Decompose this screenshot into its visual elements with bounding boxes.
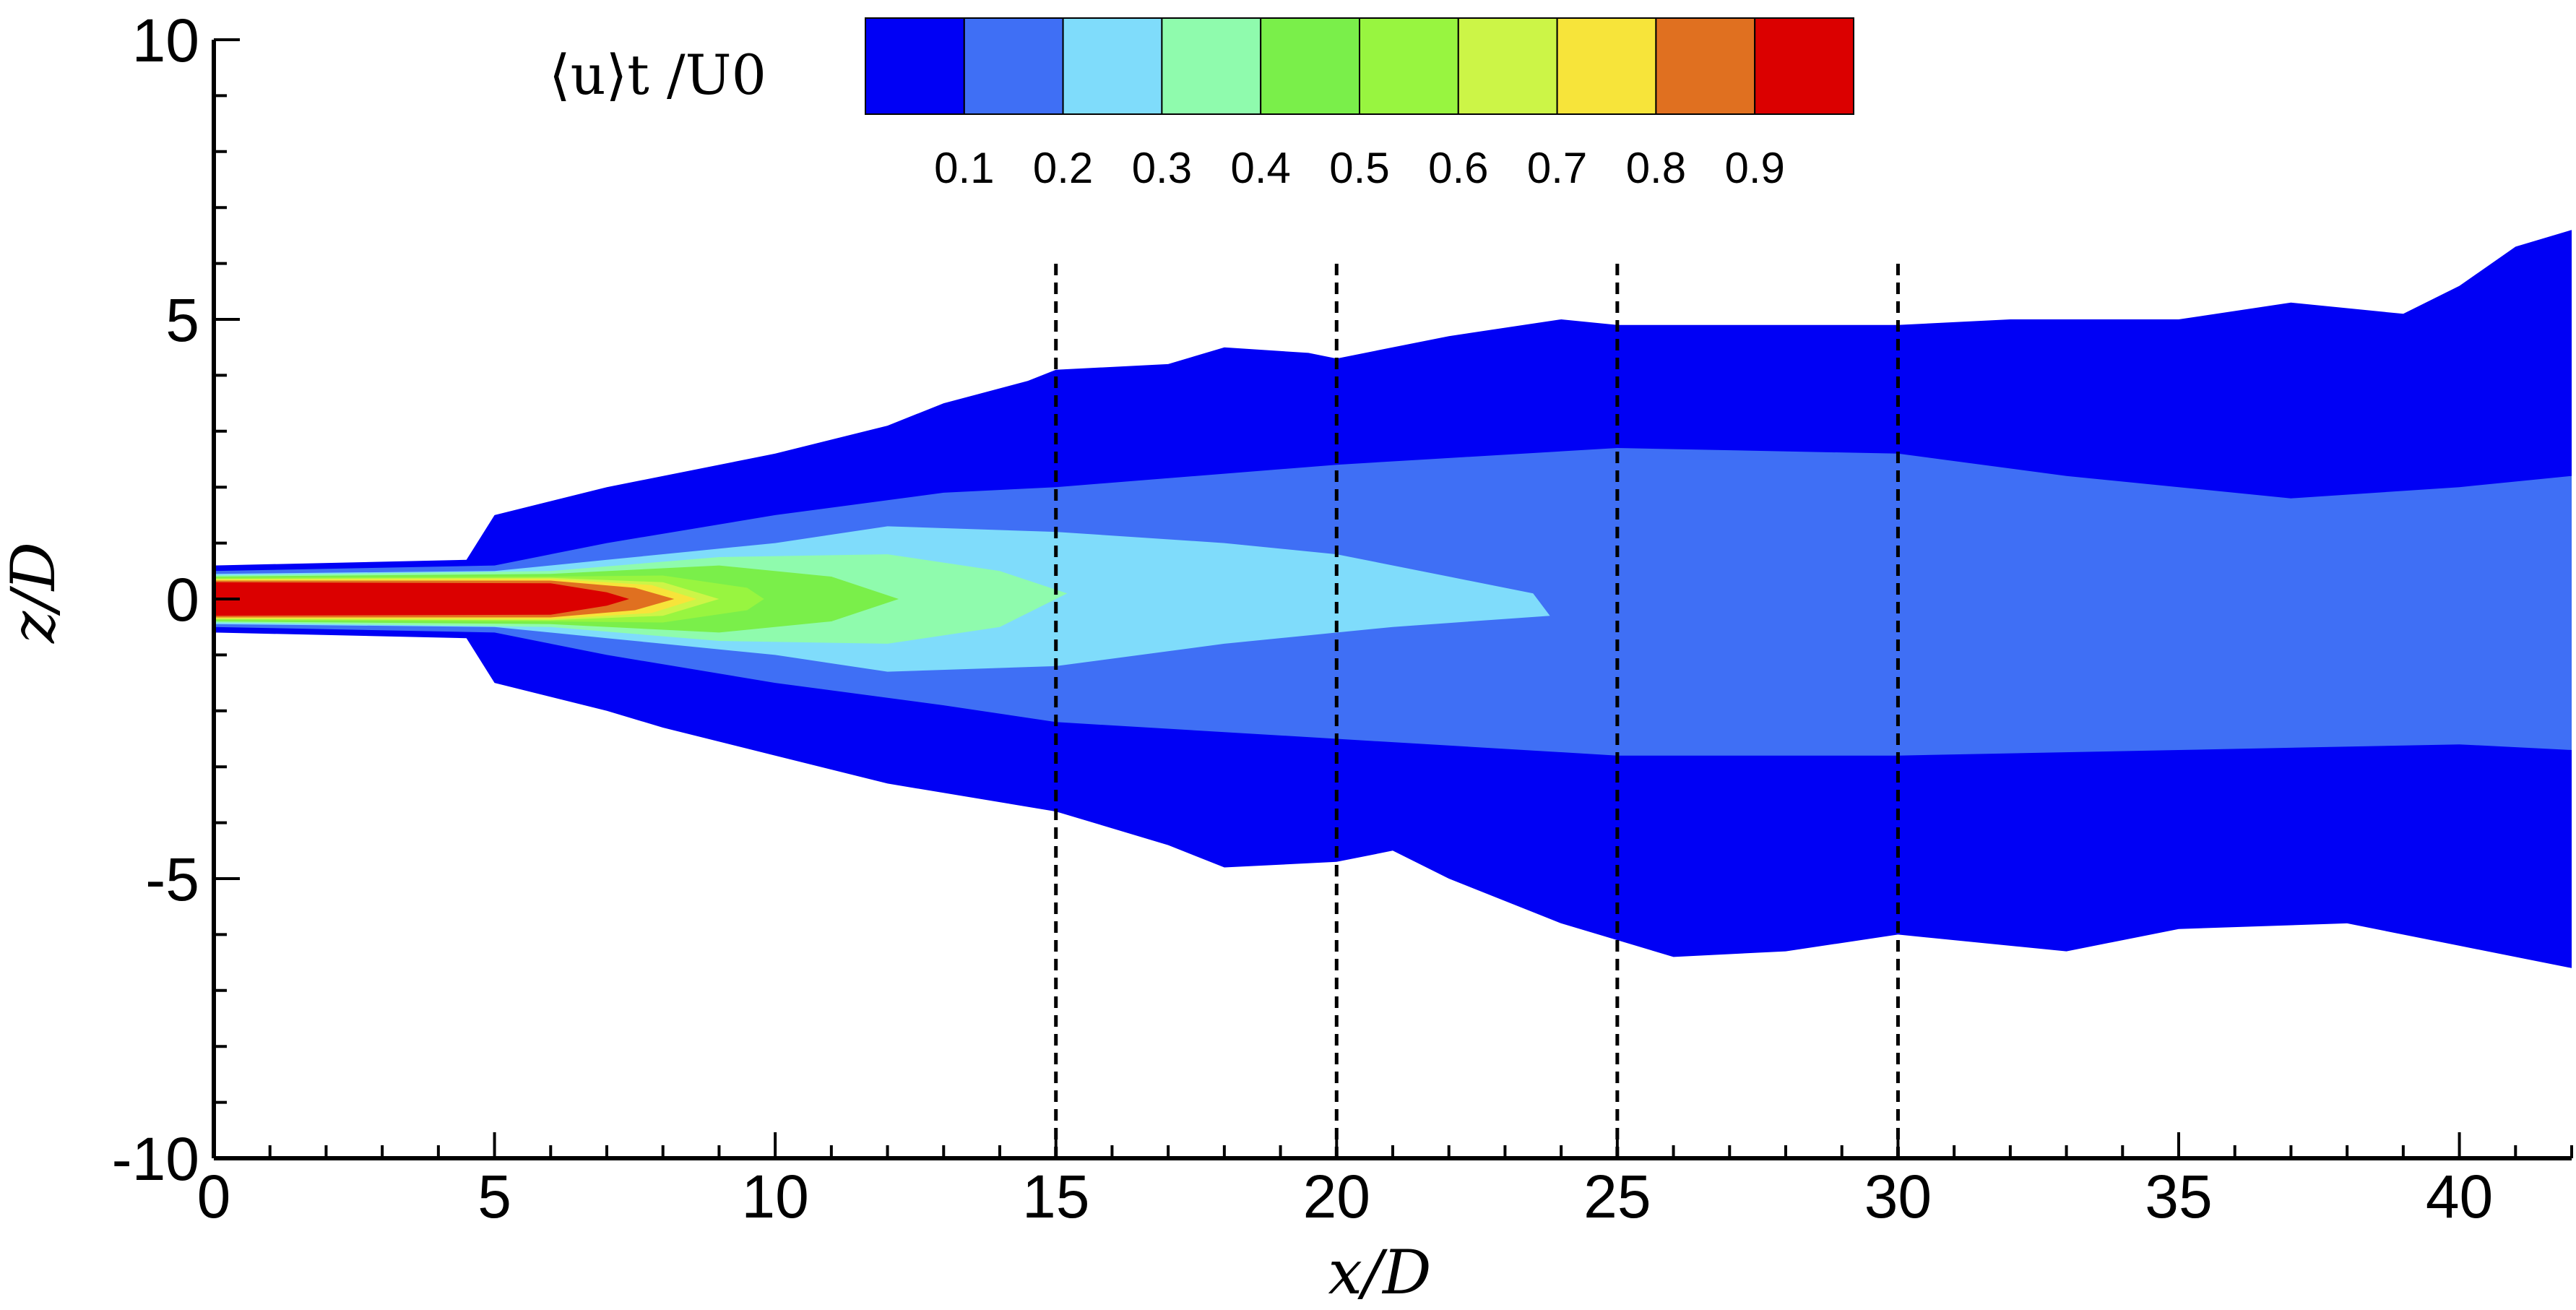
colorbar-swatch-9 xyxy=(1754,17,1854,115)
colorbar-level-label: 0.8 xyxy=(1626,144,1686,192)
colorbar-swatch-7 xyxy=(1556,17,1657,115)
colorbar-title: ⟨u⟩t /U0 xyxy=(549,43,766,107)
colorbar-level-label: 0.1 xyxy=(934,144,994,192)
x-tick-label: 25 xyxy=(1583,1163,1651,1231)
y-tick-label: 0 xyxy=(165,566,199,634)
colorbar-swatch-5 xyxy=(1359,17,1459,115)
x-tick-label: 10 xyxy=(741,1163,808,1231)
x-tick-label: 0 xyxy=(197,1163,231,1231)
colorbar-level-label: 0.7 xyxy=(1527,144,1587,192)
y-axis-label: z/D xyxy=(0,542,69,644)
colorbar-level-label: 0.5 xyxy=(1329,144,1389,192)
y-tick-label: -10 xyxy=(112,1125,199,1193)
y-tick-label: -5 xyxy=(145,845,199,913)
x-tick-label: 30 xyxy=(1864,1163,1932,1231)
x-tick-label: 5 xyxy=(477,1163,511,1231)
colorbar-swatch-8 xyxy=(1655,17,1756,115)
contour-bands xyxy=(214,230,2572,968)
x-tick-label: 35 xyxy=(2145,1163,2212,1231)
colorbar-level-label: 0.2 xyxy=(1033,144,1093,192)
colorbar-swatch-3 xyxy=(1161,17,1262,115)
colorbar-swatch-2 xyxy=(1062,17,1163,115)
x-tick-label: 15 xyxy=(1022,1163,1089,1231)
colorbar-level-label: 0.9 xyxy=(1724,144,1784,192)
colorbar-level-label: 0.3 xyxy=(1132,144,1192,192)
colorbar: 0.1 0.2 0.3 0.4 0.5 0.6 0.7 0.8 0.9 xyxy=(865,17,1854,192)
colorbar-swatch-6 xyxy=(1457,17,1558,115)
x-tick-label: 20 xyxy=(1303,1163,1370,1231)
colorbar-swatch-4 xyxy=(1260,17,1360,115)
colorbar-swatch-1 xyxy=(963,17,1064,115)
axes: 0 5 10 15 20 25 30 35 40 -10 -5 0 5 10 xyxy=(112,7,2573,1231)
colorbar-level-label: 0.4 xyxy=(1230,144,1290,192)
contour-band-9 xyxy=(214,582,630,616)
x-axis-label: x/D xyxy=(1328,1237,1431,1308)
x-tick-label: 40 xyxy=(2426,1163,2493,1231)
colorbar-swatch-0 xyxy=(865,17,965,115)
colorbar-level-label: 0.6 xyxy=(1428,144,1488,192)
y-tick-label: 5 xyxy=(165,286,199,354)
y-tick-label: 10 xyxy=(132,7,199,74)
